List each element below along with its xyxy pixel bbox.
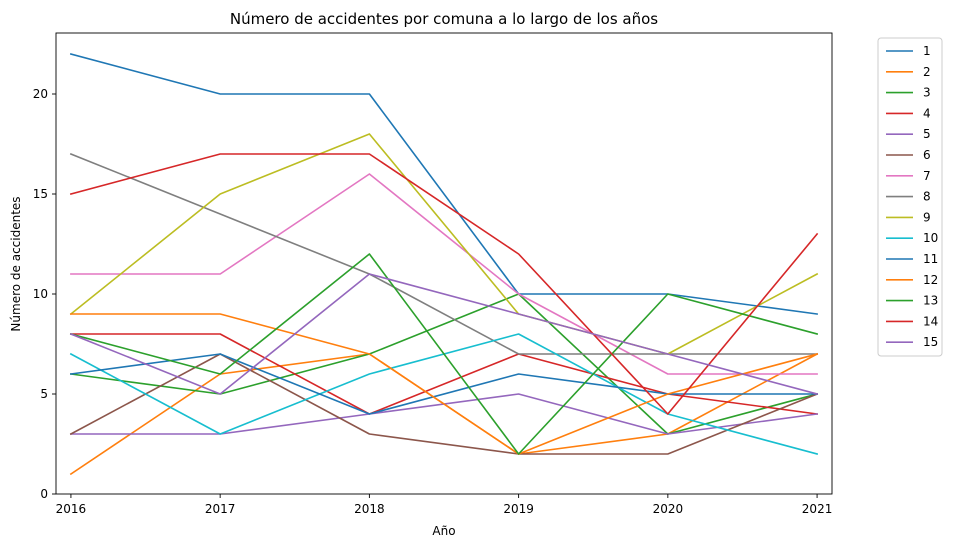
y-tick-label: 20 [33,87,48,101]
series-line-12 [70,313,819,455]
series-line-8 [69,152,818,355]
legend-label-3: 3 [923,86,931,100]
x-tick-label: 2020 [653,502,684,516]
legend-label-13: 13 [923,294,938,308]
legend-label-4: 4 [923,106,931,120]
x-tick-label: 2017 [205,502,236,516]
legend-label-6: 6 [923,148,931,162]
y-tick-label: 0 [40,487,48,501]
series-line-3 [70,293,819,435]
series-lines [69,53,819,476]
x-tick-label: 2019 [503,502,534,516]
y-axis-ticks: 0 5 10 15 20 [33,87,56,501]
chart-title: Número de accidentes por comuna a lo lar… [230,10,658,28]
legend-label-11: 11 [923,252,938,266]
legend-label-12: 12 [923,273,938,287]
legend-label-14: 14 [923,314,938,328]
series-line-7 [70,173,818,375]
series-line-1 [69,53,818,315]
plot-area [55,32,833,495]
series-line-4 [70,333,818,415]
legend-label-2: 2 [923,65,931,79]
legend-label-8: 8 [923,190,931,204]
x-axis-ticks: 2016 2017 2018 2019 2020 2021 [56,494,833,516]
series-line-13 [69,253,819,455]
series-line-11 [70,353,818,415]
legend-label-7: 7 [923,169,931,183]
legend-label-1: 1 [923,44,931,58]
legend-label-15: 15 [923,335,938,349]
y-tick-label: 15 [33,187,48,201]
legend-label-9: 9 [923,210,931,224]
y-axis-label: Número de accidentes [9,196,23,331]
series-line-15 [69,273,819,395]
x-tick-label: 2018 [354,502,385,516]
x-tick-label: 2021 [802,502,833,516]
series-line-9 [69,133,819,355]
x-axis-label: Año [432,524,455,538]
y-tick-label: 5 [40,387,48,401]
legend-label-10: 10 [923,231,938,245]
y-tick-label: 10 [33,287,48,301]
series-line-14 [69,153,819,415]
x-tick-label: 2016 [56,502,87,516]
legend-label-5: 5 [923,127,931,141]
